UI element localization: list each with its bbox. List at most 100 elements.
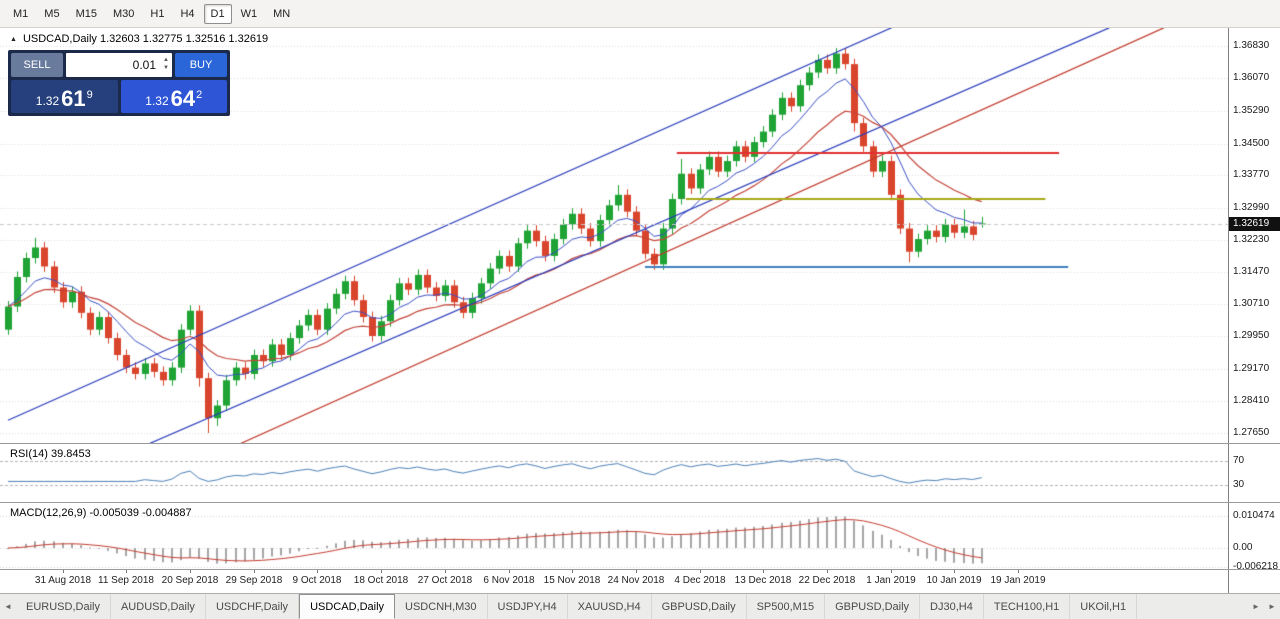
sell-button[interactable]: SELL	[11, 53, 63, 77]
timeframe-h4[interactable]: H4	[180, 7, 195, 20]
price-axis-label: 1.34500	[1233, 138, 1270, 150]
tab-usdjpy-h4[interactable]: USDJPY,H4	[488, 594, 568, 619]
price-chart-panel: ▲ USDCAD,Daily 1.32603 1.32775 1.32516 1…	[0, 28, 1228, 443]
price-axis-label: 1.36070	[1233, 72, 1270, 84]
tab-ukoil-h1[interactable]: UKOil,H1	[1070, 594, 1138, 619]
macd-axis-label: 0.00	[1233, 542, 1253, 553]
timeframe-h1[interactable]: H1	[150, 7, 165, 20]
tab-sp500-m15[interactable]: SP500,M15	[747, 594, 826, 619]
time-axis[interactable]: 31 Aug 2018 11 Sep 2018 20 Sep 2018 29 Sep …	[0, 570, 1280, 593]
tab-eurusd-daily[interactable]: EURUSD,Daily	[16, 594, 111, 619]
panel-splitter[interactable]	[0, 569, 1280, 570]
volume-up-icon[interactable]: ▲	[163, 57, 169, 63]
date-label: 29 Sep 2018	[225, 575, 283, 586]
date-label: 11 Sep 2018	[98, 575, 154, 586]
date-tick	[509, 570, 510, 573]
date-label: 19 Jan 2019	[990, 575, 1046, 586]
date-tick	[254, 570, 255, 573]
volume-down-icon[interactable]: ▼	[163, 65, 169, 72]
price-axis[interactable]: 1.32619 1.36830 1.36070 1.35290 1.34500 1.33…	[1229, 28, 1280, 593]
tabs-scroll-right-end-icon[interactable]: ►	[1268, 602, 1276, 611]
panel-splitter[interactable]	[0, 443, 1280, 444]
date-tick	[636, 570, 637, 573]
timeframe-m5[interactable]: M5	[44, 7, 60, 20]
tab-gbpusd-daily[interactable]: GBPUSD,Daily	[825, 594, 921, 619]
price-axis-label: 1.35290	[1233, 104, 1270, 116]
timeframe-m1[interactable]: M1	[13, 7, 29, 20]
one-click-trading-panel: SELL 0.01 ▲ ▼ BUY 1.32 61 9 1.32	[8, 50, 230, 116]
date-tick	[700, 570, 701, 573]
price-axis-label: 1.32990	[1233, 201, 1270, 213]
chart-title: ▲ USDCAD,Daily 1.32603 1.32775 1.32516 1…	[10, 33, 268, 45]
tab-xauusd-h4[interactable]: XAUUSD,H4	[568, 594, 652, 619]
timeframe-d1[interactable]: D1	[203, 3, 232, 24]
macd-canvas[interactable]	[0, 503, 1228, 569]
buy-price-sup: 2	[196, 89, 203, 101]
tab-usdcad-daily[interactable]: USDCAD,Daily	[299, 594, 396, 619]
rsi-axis-label: 70	[1233, 455, 1245, 467]
date-tick	[827, 570, 828, 573]
current-price-badge: 1.32619	[1229, 216, 1280, 231]
timeframe-mn[interactable]: MN	[273, 7, 291, 20]
price-axis-label: 1.28410	[1233, 394, 1270, 406]
buy-price[interactable]: 1.32 64 2	[120, 80, 227, 113]
date-tick	[190, 570, 191, 573]
rsi-canvas[interactable]	[0, 444, 1228, 502]
timeframe-toolbar: M1 M5 M15 M30 H1 H4 D1 W1 MN	[0, 0, 1280, 28]
date-label: 22 Dec 2018	[798, 575, 856, 586]
tab-tech100-h1[interactable]: TECH100,H1	[984, 594, 1071, 619]
rsi-indicator-panel: RSI(14) 39.8453	[0, 444, 1228, 502]
sell-price[interactable]: 1.32 61 9	[11, 80, 118, 113]
sell-price-base: 1.32	[35, 94, 60, 108]
date-label: 1 Jan 2019	[866, 575, 916, 586]
date-label: 4 Dec 2018	[674, 575, 726, 586]
date-tick	[763, 570, 764, 573]
date-tick	[317, 570, 318, 573]
date-tick	[126, 570, 127, 573]
tabs-scroll-right-icon[interactable]: ►	[1252, 602, 1260, 611]
date-label: 31 Aug 2018	[34, 575, 92, 586]
price-axis-label: 1.36830	[1233, 39, 1270, 51]
price-axis-label: 1.29950	[1233, 330, 1270, 341]
chart-shift-icon: ▲	[10, 35, 17, 43]
chart-tab-bar: ◄ EURUSD,Daily AUDUSD,Daily USDCHF,Daily US…	[0, 593, 1280, 619]
date-label: 13 Dec 2018	[734, 575, 792, 586]
date-tick	[572, 570, 573, 573]
timeframe-m30[interactable]: M30	[112, 7, 135, 20]
tab-usdcnh-m30[interactable]: USDCNH,M30	[395, 594, 488, 619]
tab-audusd-daily[interactable]: AUDUSD,Daily	[111, 594, 206, 619]
date-tick	[1018, 570, 1019, 573]
date-label: 18 Oct 2018	[353, 575, 409, 586]
tab-dj30-h4[interactable]: DJ30,H4	[920, 594, 984, 619]
timeframe-w1[interactable]: W1	[240, 7, 258, 20]
buy-price-base: 1.32	[145, 94, 169, 108]
date-label: 6 Nov 2018	[483, 575, 535, 586]
price-axis-label: 1.29170	[1233, 362, 1270, 374]
timeframe-m15[interactable]: M15	[75, 7, 97, 20]
tab-gbpusd-daily[interactable]: GBPUSD,Daily	[652, 594, 747, 619]
date-label: 24 Nov 2018	[607, 575, 665, 586]
price-axis-label: 1.33770	[1233, 168, 1270, 180]
buy-button[interactable]: BUY	[175, 53, 227, 77]
volume-value: 0.01	[132, 58, 156, 72]
macd-indicator-panel: MACD(12,26,9) -0.005039 -0.004887	[0, 503, 1228, 569]
tabs-scroll-left-icon[interactable]: ◄	[4, 602, 12, 611]
chart-title-text: USDCAD,Daily 1.32603 1.32775 1.32516 1.3…	[22, 33, 269, 45]
buy-price-pips: 64	[170, 86, 196, 111]
volume-input[interactable]: 0.01 ▲ ▼	[66, 53, 172, 77]
sell-price-sup: 9	[86, 89, 93, 101]
date-label: 20 Sep 2018	[161, 575, 219, 586]
date-tick	[891, 570, 892, 573]
date-label: 27 Oct 2018	[417, 575, 473, 586]
date-label: 10 Jan 2019	[926, 575, 982, 586]
tab-list: EURUSD,Daily AUDUSD,Daily USDCHF,Daily USDC…	[16, 594, 1248, 619]
rsi-label: RSI(14) 39.8453	[10, 448, 91, 460]
date-tick	[63, 570, 64, 573]
price-axis-label: 1.30710	[1233, 297, 1270, 309]
panel-splitter[interactable]	[0, 502, 1280, 503]
tab-usdchf-daily[interactable]: USDCHF,Daily	[206, 594, 300, 619]
sell-price-pips: 61	[61, 86, 86, 111]
rsi-axis-label: 30	[1233, 478, 1245, 490]
price-axis-label: 1.31470	[1233, 265, 1270, 277]
